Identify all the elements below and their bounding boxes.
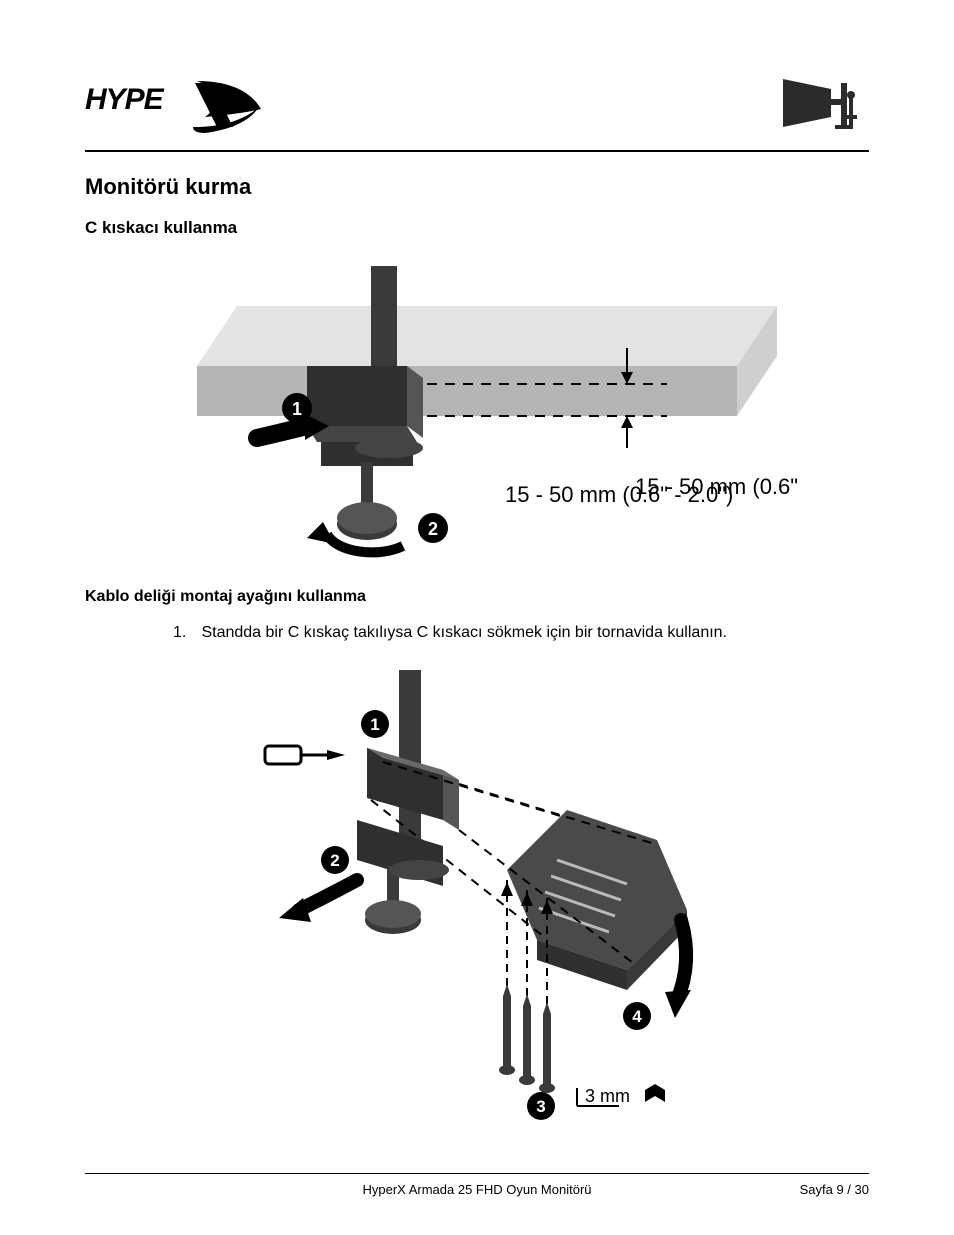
hex-plate xyxy=(507,810,687,990)
figure-cclamp: 1 2 xyxy=(157,266,797,566)
callout-4: 4 xyxy=(623,1002,651,1030)
screws xyxy=(499,880,555,1093)
step-list: 1. Standda bir C kıskaç takılıysa C kısk… xyxy=(85,624,869,642)
heading-main: Monitörü kurma xyxy=(85,174,869,200)
c-clamp-assy xyxy=(357,820,449,934)
heading-grommet: Kablo deliği montaj ayağını kullanma xyxy=(85,588,869,606)
svg-text:3: 3 xyxy=(536,1097,545,1116)
page-header: HYPE xyxy=(85,70,869,140)
document-page: HYPE xyxy=(0,0,954,1235)
figure-grommet: 1 2 xyxy=(207,670,747,1120)
footer-divider xyxy=(85,1173,869,1174)
step-1: 1. Standda bir C kıskaç takılıysa C kısk… xyxy=(173,624,869,642)
svg-text:2: 2 xyxy=(330,851,339,870)
svg-text:4: 4 xyxy=(632,1007,642,1026)
svg-text:3 mm: 3 mm xyxy=(585,1086,630,1106)
callout-1: 1 xyxy=(361,710,389,738)
pole xyxy=(399,670,421,840)
header-divider xyxy=(85,150,869,152)
step-1-marker: 1. xyxy=(173,624,197,642)
footer-product: HyperX Armada 25 FHD Oyun Monitörü xyxy=(85,1182,869,1197)
svg-text:2: 2 xyxy=(428,519,438,539)
page-footer: HyperX Armada 25 FHD Oyun Monitörü Sayfa… xyxy=(85,1173,869,1197)
callout-2: 2 xyxy=(418,513,448,543)
callout-3: 3 xyxy=(527,1092,555,1120)
hex-key-label: 3 mm xyxy=(577,1084,665,1106)
svg-text:1: 1 xyxy=(370,715,379,734)
callout-1: 1 xyxy=(282,393,312,423)
thickness-label-visible: 15 - 50 mm (0.6" - 2.0") xyxy=(505,482,733,507)
step-1-text: Standda bir C kıskaç takılıysa C kıskacı… xyxy=(201,624,727,641)
heading-cclamp: C kıskacı kullanma xyxy=(85,218,869,238)
desk xyxy=(197,306,777,416)
product-icon xyxy=(779,75,869,135)
callout-2: 2 xyxy=(321,846,349,874)
svg-text:HYPE: HYPE xyxy=(85,83,165,116)
arrow-remove xyxy=(279,880,357,922)
brand-logo: HYPE xyxy=(85,75,265,135)
svg-text:1: 1 xyxy=(292,399,302,419)
screwdriver-icon xyxy=(265,746,345,764)
c-clamp xyxy=(307,366,423,540)
